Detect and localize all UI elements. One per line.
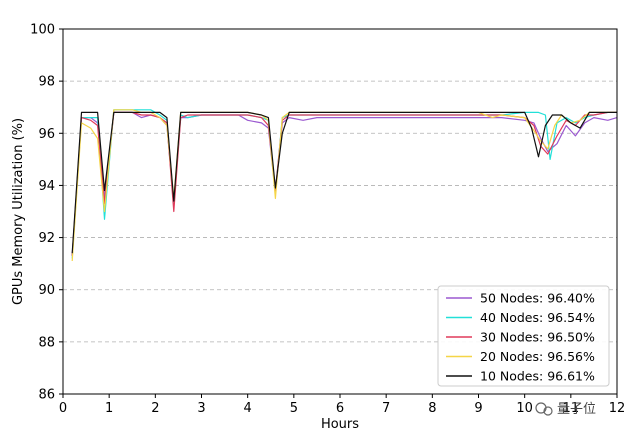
legend-label: 10 Nodes: 96.61%: [480, 369, 595, 384]
x-tick-label: 9: [474, 401, 482, 416]
x-tick-label: 4: [244, 401, 252, 416]
y-axis-title: GPUs Memory Utilization (%): [11, 118, 26, 305]
watermark: 量子位: [535, 402, 596, 417]
legend-box: [437, 285, 610, 387]
x-tick-label: 1: [105, 401, 113, 416]
x-axis-title: Hours: [321, 417, 359, 432]
series-line-5: [71, 111, 617, 254]
x-tick-label: 3: [197, 401, 205, 416]
x-tick-label: 2: [151, 401, 159, 416]
y-tick-label: 96: [38, 127, 55, 142]
y-tick-label: 100: [30, 23, 55, 38]
legend-label: 30 Nodes: 96.50%: [480, 330, 595, 345]
watermark-text: 量子位: [557, 402, 596, 417]
y-tick-label: 86: [38, 388, 55, 403]
x-tick-label: 12: [609, 401, 626, 416]
x-tick-label: 8: [428, 401, 436, 416]
x-tick-label: 7: [382, 401, 390, 416]
series-line-1: [71, 111, 618, 256]
series-line-3: [71, 111, 617, 256]
x-tick-label: 5: [290, 401, 298, 416]
legend-label: 40 Nodes: 96.54%: [480, 310, 595, 325]
y-tick-label: 88: [38, 335, 55, 350]
y-tick-label: 92: [38, 231, 55, 246]
legend-label: 50 Nodes: 96.40%: [480, 291, 595, 306]
wechat-icon: [535, 402, 553, 416]
legend: 50 Nodes: 96.40% 40 Nodes: 96.54% 30 Nodes…: [437, 285, 610, 387]
y-tick-label: 90: [38, 283, 55, 298]
legend-label: 20 Nodes: 96.56%: [480, 349, 595, 364]
y-tick-label: 98: [38, 75, 55, 90]
x-tick-label: 10: [516, 401, 533, 416]
series-lines: [71, 109, 618, 262]
x-tick-label: 11: [563, 401, 580, 416]
x-tick-label: 6: [336, 401, 344, 416]
x-tick-label: 0: [59, 401, 67, 416]
y-tick-label: 94: [38, 179, 55, 194]
